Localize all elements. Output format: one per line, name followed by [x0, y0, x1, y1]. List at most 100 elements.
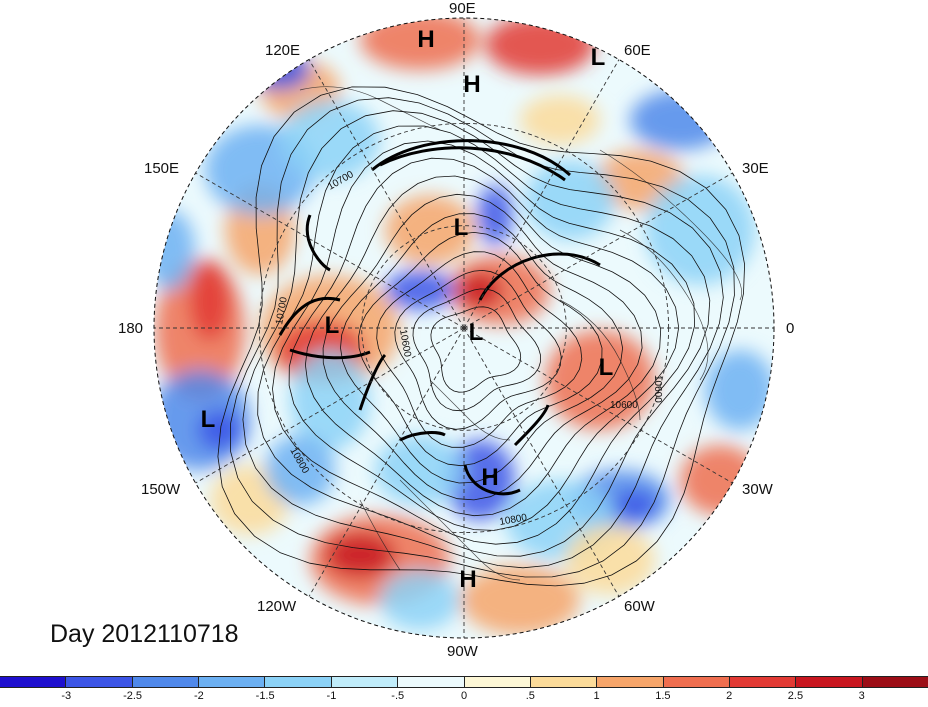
anomaly-patch	[265, 435, 335, 505]
lon-label-180: 180	[118, 320, 144, 337]
low-center-marker: L	[324, 312, 340, 339]
colorbar-swatch	[66, 677, 133, 687]
colorbar-swatch	[862, 677, 928, 687]
coastline	[359, 499, 401, 571]
low-center-marker: L	[453, 214, 469, 241]
anomaly-patch	[613, 491, 657, 519]
height-contour	[304, 175, 662, 517]
colorbar-swatch	[729, 677, 797, 687]
anomaly-patch	[630, 90, 730, 150]
lon-label-30w: 30W	[742, 481, 773, 498]
height-contour	[322, 193, 643, 501]
anomaly-patch	[680, 445, 760, 515]
colorbar-tick-label: -.5	[391, 690, 405, 702]
lon-label-0: 0	[786, 320, 795, 337]
colorbar-tick-label: -2.5	[123, 690, 143, 702]
jet-streak-outline	[289, 348, 371, 360]
meridian-line	[463, 59, 620, 329]
lon-label-90w: 90W	[447, 643, 478, 660]
colorbar-tick-label: 3	[858, 690, 865, 702]
map-boundary	[153, 17, 775, 639]
colorbar-swatch	[331, 677, 399, 687]
height-contour	[358, 231, 603, 467]
height-contour	[242, 110, 724, 569]
low-center-marker: L	[468, 319, 484, 346]
anomaly-patch	[460, 565, 580, 635]
lon-label-30e: 30E	[742, 160, 769, 177]
height-contour	[217, 86, 746, 587]
height-contour	[288, 157, 680, 531]
anomaly-patch	[520, 95, 600, 145]
day-label: Day 2012110718	[50, 620, 239, 648]
contour-value-label: 10600	[652, 375, 663, 403]
anomaly-patch	[385, 195, 475, 265]
colorbar-tick-label: 1	[593, 690, 600, 702]
height-contour	[257, 125, 711, 557]
colorbar-swatch	[0, 677, 67, 687]
lat-lon-grid	[154, 18, 774, 638]
lon-label-60w: 60W	[624, 598, 655, 615]
high-center-marker: L	[200, 406, 216, 433]
jet-streak-outline	[358, 353, 387, 411]
height-contour	[272, 140, 696, 545]
anomaly-patch	[705, 350, 774, 430]
low-center-marker: L	[590, 44, 606, 71]
colorbar-swatch	[663, 677, 730, 687]
height-contour	[430, 306, 522, 393]
colorbar-swatch	[265, 677, 332, 687]
anomaly-patch	[380, 570, 460, 630]
colorbar-tick-label: 2.5	[787, 690, 804, 702]
low-center-marker: H	[481, 464, 499, 491]
anomaly-patch	[154, 210, 195, 290]
colorbar-swatch	[796, 677, 863, 687]
colorbar-tick-label: .5	[525, 690, 535, 702]
colorbar-tick-label: 2	[726, 690, 733, 702]
colorbar-swatch	[132, 677, 200, 687]
high-center-marker: H	[417, 26, 435, 53]
meridian-line	[308, 59, 465, 329]
anomaly-patch	[458, 272, 502, 308]
lon-label-120e: 120E	[265, 42, 301, 59]
coastline	[299, 86, 441, 131]
colorbar-tick-label: -1.5	[255, 690, 275, 702]
jet-streak-outline	[371, 139, 572, 177]
meridian-line	[195, 327, 465, 484]
lon-label-150w: 150W	[141, 481, 181, 498]
lon-label-60e: 60E	[624, 42, 651, 59]
coastline	[599, 149, 742, 301]
jet-streak-outline	[379, 146, 566, 182]
colorbar	[0, 676, 928, 688]
anomaly-patch	[325, 533, 395, 577]
high-center-marker: H	[463, 71, 481, 98]
meridian-line	[463, 327, 733, 484]
anomaly-patch	[565, 525, 655, 595]
colorbar-swatch	[398, 677, 465, 687]
meridian-line	[463, 172, 733, 329]
jet-streak-outline	[399, 431, 446, 442]
jet-streak-outline	[305, 214, 331, 272]
anomaly-patch	[485, 18, 595, 75]
height-contour	[394, 269, 562, 430]
jet-streak-outline	[513, 404, 550, 447]
contour-value-label: 10600	[610, 400, 638, 411]
colorbar-swatch	[597, 677, 664, 687]
colorbar-tick-label: -2	[193, 690, 204, 702]
contour-value-label: 10700	[274, 296, 290, 326]
latitude-circle	[361, 225, 567, 431]
coastline	[619, 229, 709, 381]
jet-streak-outline	[278, 296, 341, 336]
coastline	[429, 379, 511, 441]
meridian-line	[195, 172, 465, 329]
height-contour	[340, 213, 624, 484]
coastline	[399, 479, 521, 581]
height-contour	[230, 97, 735, 578]
colorbar-tick-label: 0	[460, 690, 468, 702]
meridian-line	[308, 327, 465, 597]
colorbar-tick-label: 1.5	[655, 690, 671, 702]
colorbar-tick-label: -3	[61, 690, 72, 702]
contour-value-label: 10800	[499, 512, 529, 528]
high-center-marker: H	[459, 566, 477, 593]
colorbar-swatch	[530, 677, 598, 687]
